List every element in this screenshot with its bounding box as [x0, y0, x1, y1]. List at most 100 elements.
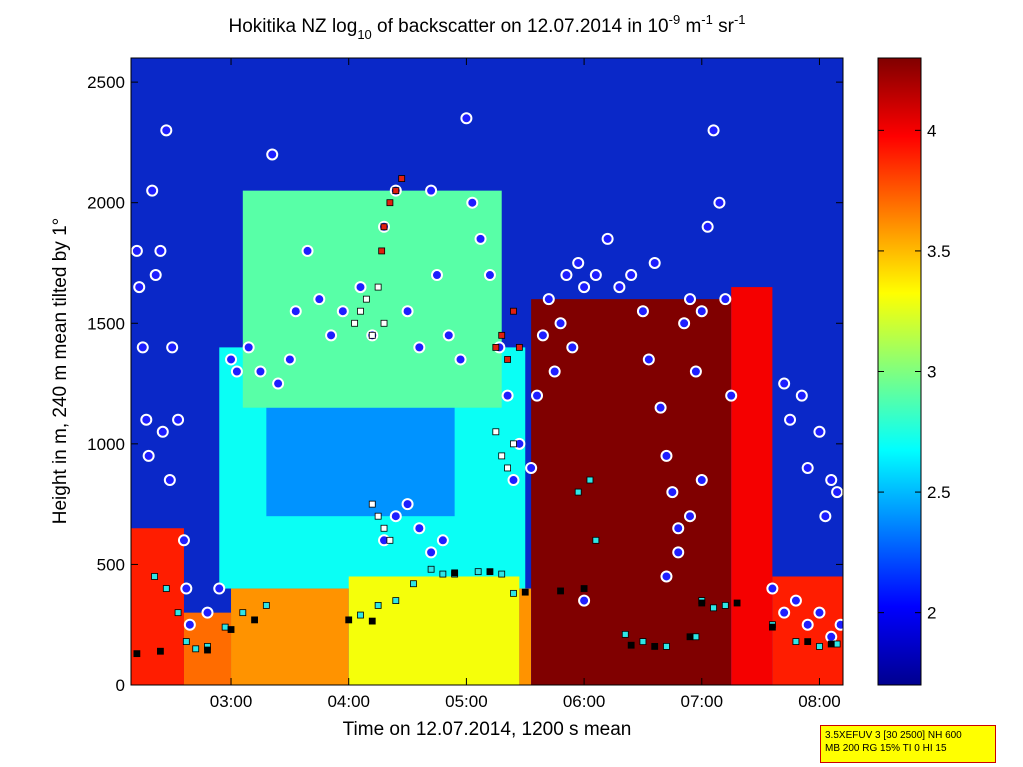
marker-circle-white-blue-3: [140, 413, 153, 426]
marker-circle-white-blue-68: [636, 305, 649, 318]
marker-circle-white-blue-92: [801, 461, 814, 474]
marker-circle-white-blue-41: [466, 196, 479, 209]
marker-square-black-18: [804, 638, 812, 645]
marker-circle-white-blue-15: [183, 618, 196, 631]
colorbar: [877, 57, 922, 686]
x-axis-ticks: 03:00 04:00 05:00 06:00 07:00 08:00: [210, 58, 841, 711]
marker-circle-white-blue-14: [180, 582, 193, 595]
marker-circle-white-blue-102: [825, 630, 838, 643]
marker-square-cyan-4: [192, 645, 200, 653]
marker-circle-white-blue-82: [719, 293, 732, 306]
marker-square-white-12: [504, 464, 511, 472]
marker-circle-white-blue-83: [725, 389, 738, 402]
marker-square-black-15: [698, 599, 706, 607]
marker-square-black-9: [521, 588, 529, 596]
marker-circle-white-blue-54: [525, 461, 538, 474]
marker-circle-white-blue-42: [474, 232, 487, 245]
marker-circle-white-blue-93: [813, 425, 826, 438]
heatmap-band-6: [348, 576, 520, 685]
x-tick-label-0: 03:00: [210, 692, 253, 711]
marker-square-black-6: [368, 617, 376, 625]
marker-square-cyan-19: [574, 488, 582, 496]
marker-circle-white-blue-2: [136, 341, 149, 354]
cb-tick-label-3: 3.5: [927, 242, 951, 261]
marker-circle-white-blue-80: [707, 124, 720, 137]
heatmap-band-7: [519, 588, 532, 685]
marker-circle-white-blue-61: [566, 341, 579, 354]
marker-circle-white-blue-75: [678, 317, 691, 330]
y-tick-label-3: 1500: [87, 314, 125, 333]
marker-square-cyan-2: [174, 609, 182, 617]
marker-circle-white-blue-46: [507, 474, 520, 487]
marker-circle-white-blue-52: [425, 546, 438, 559]
marker-circle-white-blue-25: [289, 305, 302, 318]
marker-circle-white-blue-74: [672, 522, 685, 535]
marker-circle-white-blue-73: [666, 486, 679, 499]
marker-circle-white-blue-9: [160, 124, 173, 137]
marker-square-black-0: [133, 650, 141, 658]
marker-circle-white-blue-7: [154, 244, 167, 257]
marker-square-black-5: [345, 616, 353, 624]
marker-circle-white-blue-1: [133, 281, 146, 294]
cb-tick-label-4: 4: [927, 121, 936, 140]
marker-circle-white-blue-51: [413, 522, 426, 535]
marker-square-cyan-30: [792, 638, 800, 645]
marker-circle-white-blue-53: [436, 534, 449, 547]
x-tick-label-5: 08:00: [798, 692, 841, 711]
plot-frame: [130, 57, 844, 686]
marker-circle-white-blue-90: [784, 413, 797, 426]
marker-circle-white-blue-77: [689, 365, 702, 378]
marker-square-black-4: [251, 616, 258, 624]
y-tick-label-1: 500: [97, 555, 125, 574]
marker-circle-white-blue-13: [177, 534, 190, 547]
heatmap-band-8: [531, 299, 732, 685]
marker-square-cyan-6: [221, 623, 229, 631]
marker-circle-white-blue-28: [325, 329, 338, 342]
marker-circle-white-blue-35: [413, 341, 426, 354]
marker-square-cyan-18: [510, 589, 517, 597]
marker-square-black-13: [651, 643, 659, 650]
marker-circle-white-blue-26: [301, 244, 314, 257]
marker-square-white-2: [362, 295, 370, 303]
marker-circle-white-blue-29: [336, 305, 349, 318]
marker-circle-white-blue-39: [454, 353, 467, 366]
marker-circle-white-blue-63: [578, 281, 591, 294]
marker-square-black-16: [733, 599, 741, 607]
processing-info-box: 3.5XEFUV 3 [30 2500] NH 600 MB 200 RG 15…: [820, 725, 996, 763]
marker-circle-white-blue-64: [589, 269, 602, 282]
marker-square-cyan-17: [498, 570, 506, 578]
marker-circle-white-blue-17: [213, 582, 226, 595]
marker-square-black-7: [451, 569, 459, 577]
marker-circle-white-blue-89: [778, 377, 791, 390]
backscatter-heatmap: [131, 190, 843, 685]
marker-circle-white-blue-5: [146, 184, 159, 197]
marker-circle-white-blue-97: [766, 582, 779, 595]
marker-circle-white-blue-27: [313, 293, 326, 306]
marker-square-black-12: [627, 641, 635, 649]
marker-square-white-5: [380, 319, 388, 327]
cb-tick-label-1: 2.5: [927, 483, 951, 502]
marker-square-cyan-3: [182, 638, 190, 645]
marker-square-red-6: [498, 331, 506, 339]
marker-circle-white-blue-98: [778, 606, 791, 619]
marker-square-black-1: [157, 647, 164, 655]
x-tick-label-1: 04:00: [327, 692, 370, 711]
marker-circle-white-blue-21: [254, 365, 267, 378]
marker-circle-white-blue-60: [560, 269, 573, 282]
marker-circle-white-blue-76: [684, 293, 697, 306]
marker-square-cyan-1: [162, 585, 170, 592]
marker-circle-white-blue-86: [672, 546, 685, 559]
marker-square-red-0: [380, 223, 388, 231]
marker-circle-white-blue-49: [389, 510, 402, 523]
marker-square-cyan-0: [151, 573, 158, 580]
marker-circle-white-blue-66: [613, 281, 626, 294]
marker-square-cyan-20: [586, 476, 594, 484]
marker-circle-white-blue-55: [531, 389, 544, 402]
chart-title: Hokitika NZ log10 of backscatter on 12.0…: [228, 12, 745, 42]
marker-square-white-4: [374, 283, 382, 291]
marker-square-cyan-28: [721, 602, 729, 609]
marker-circle-white-blue-103: [834, 618, 843, 631]
marker-square-black-2: [204, 646, 211, 654]
marker-circle-white-blue-19: [230, 365, 243, 378]
